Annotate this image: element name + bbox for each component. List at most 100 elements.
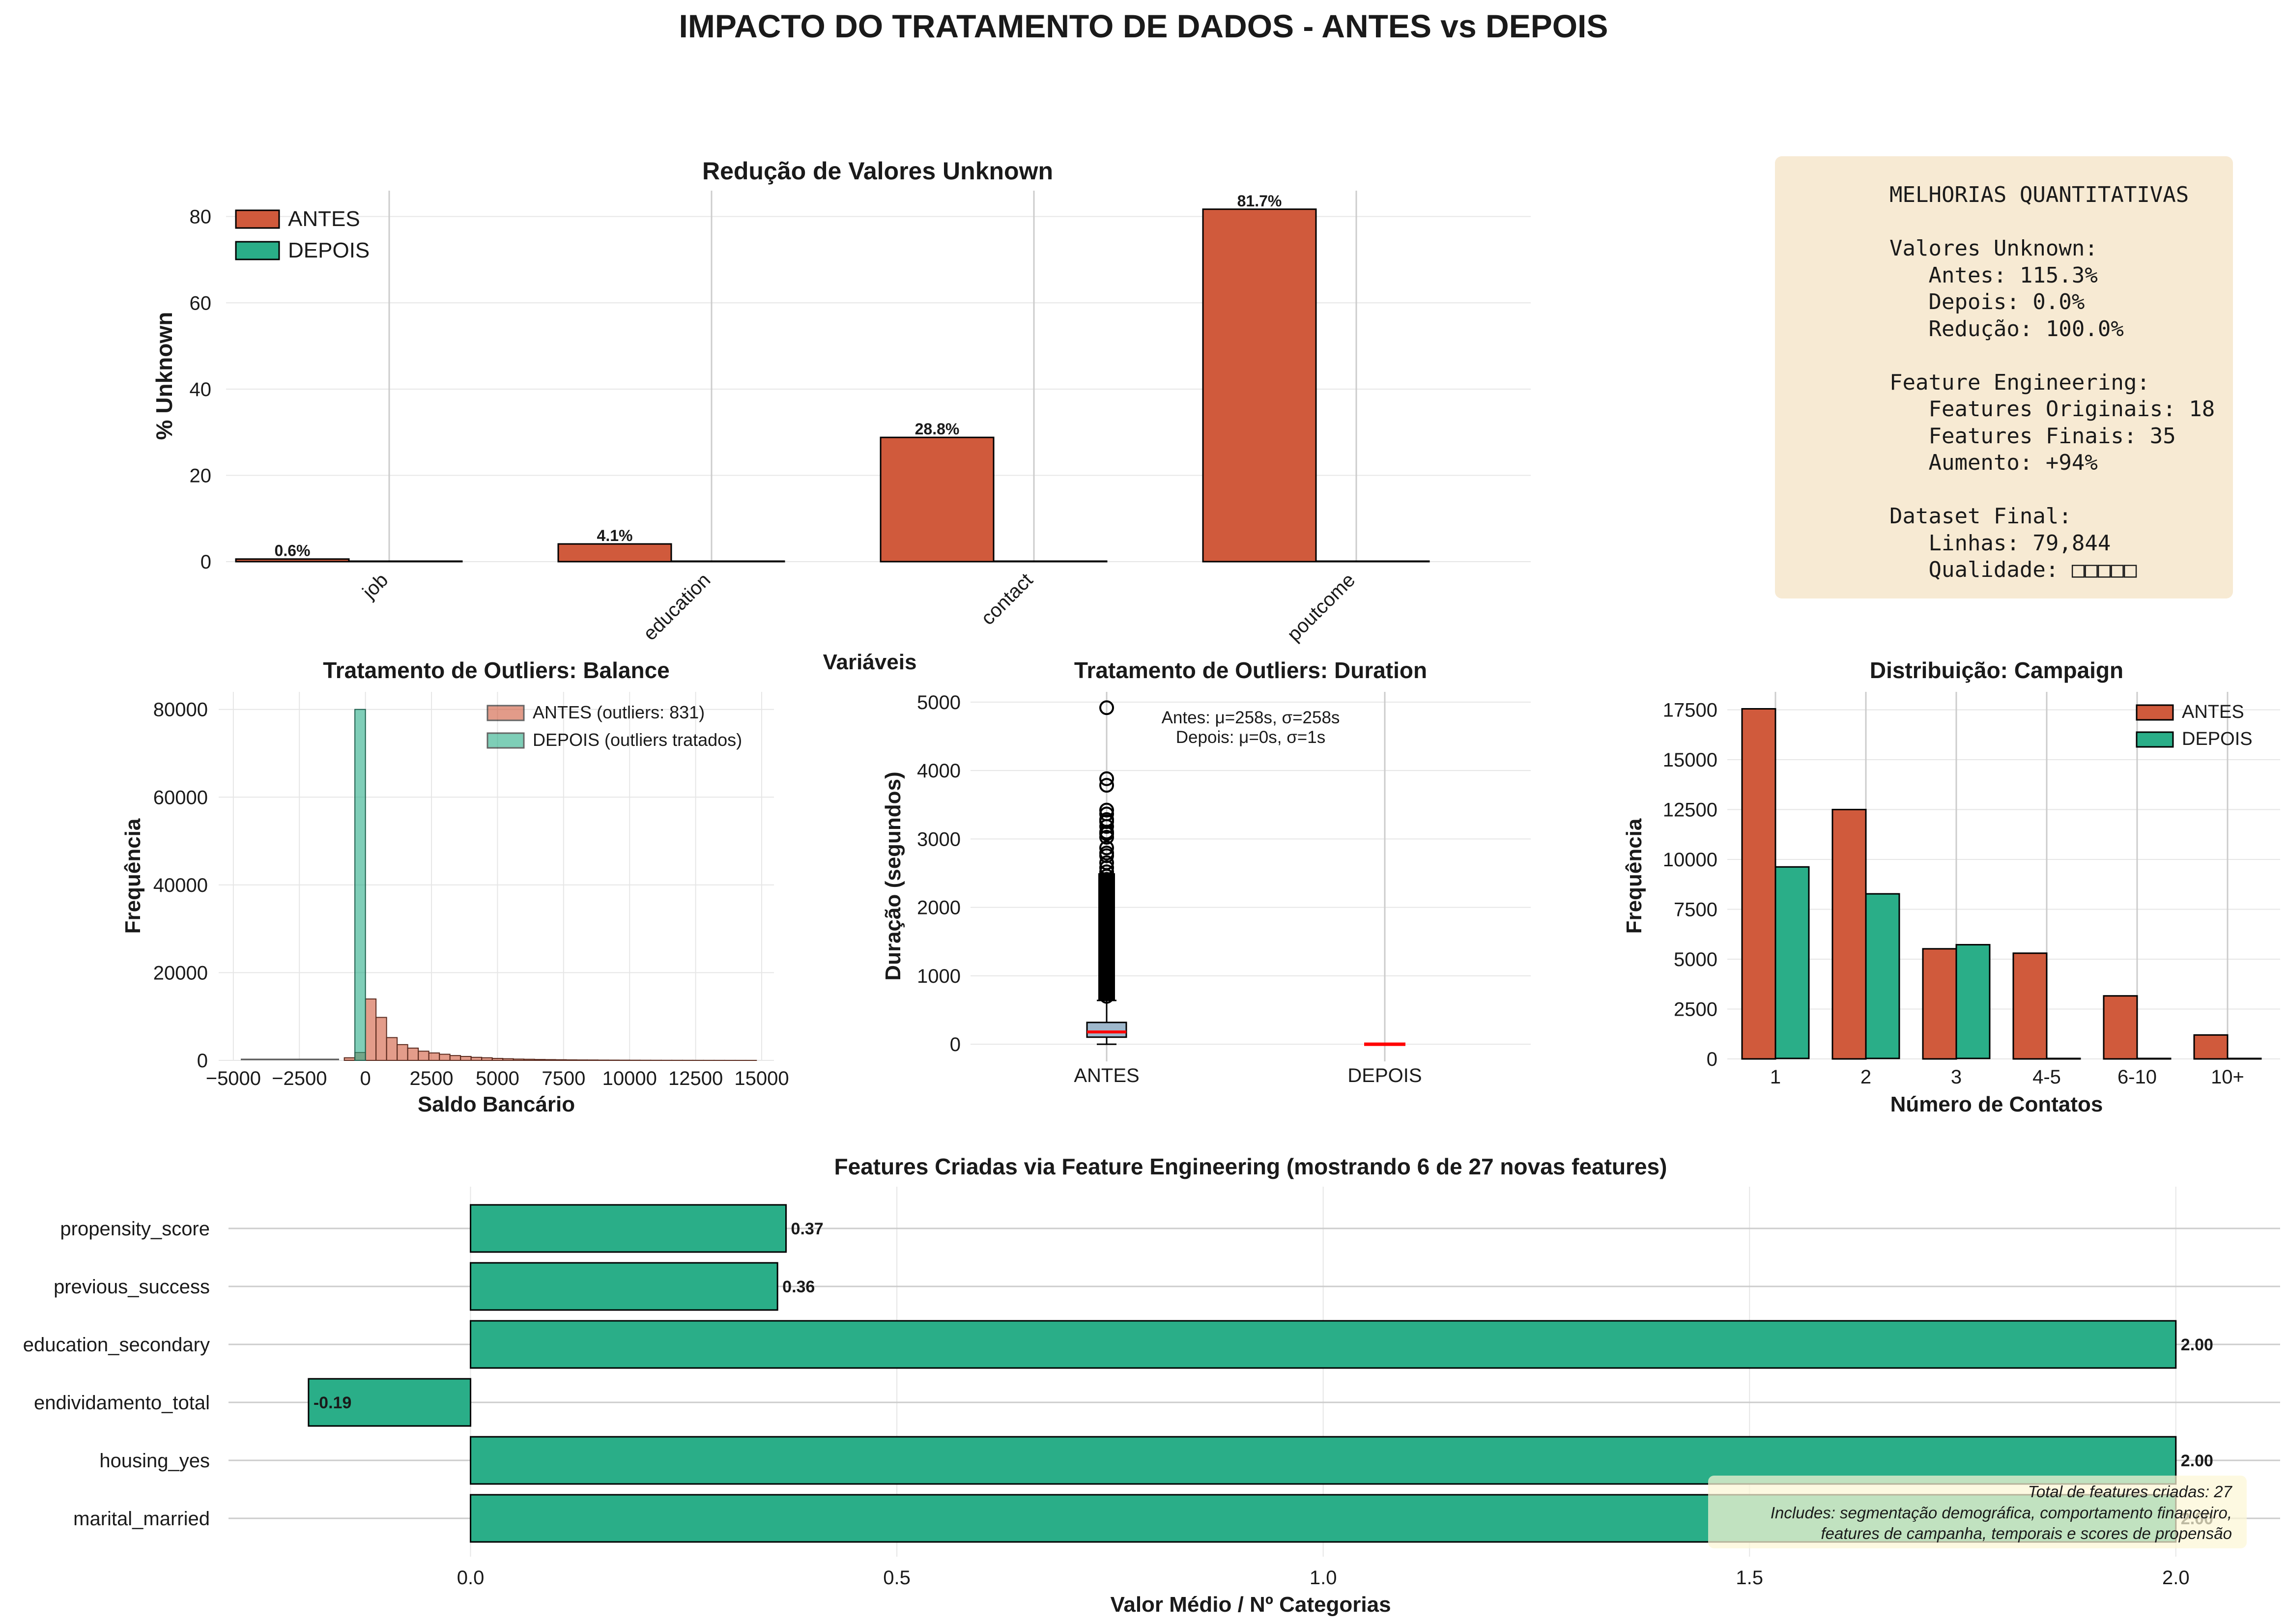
legend-swatch <box>2136 704 2174 721</box>
legend-swatch <box>486 705 525 721</box>
y-tick-label: 40 <box>190 379 212 400</box>
x-tick-label: DEPOIS <box>1347 1065 1422 1086</box>
annotation-line: Antes: μ=258s, σ=258s <box>1162 708 1340 727</box>
box-outlier <box>1099 989 1114 1004</box>
x-tick-label: 0.0 <box>457 1567 485 1589</box>
hist-bar-antes <box>449 1055 461 1061</box>
bar-data-label: 0.36 <box>782 1278 815 1296</box>
bar-depois <box>2046 1057 2081 1060</box>
hist-bar-antes <box>386 1037 398 1061</box>
x-axis-label: Valor Médio / Nº Categorias <box>1110 1593 1391 1617</box>
hist-bar-antes <box>343 1057 356 1061</box>
quant-summary-line: Dataset Final: <box>1889 504 2072 529</box>
x-tick-label: 0.5 <box>883 1567 911 1589</box>
hist-bar-antes <box>460 1055 472 1061</box>
bar-data-label: 81.7% <box>1237 192 1282 210</box>
x-axis-label: Saldo Bancário <box>418 1092 575 1116</box>
x-tick-label: 2500 <box>410 1068 454 1089</box>
x-tick-label: 5000 <box>476 1068 519 1089</box>
y-tick-label: housing_yes <box>99 1450 210 1472</box>
box-outlier <box>1099 840 1114 855</box>
y-tick-label: 0 <box>197 1050 208 1072</box>
hist-bar-antes <box>513 1058 525 1061</box>
bar-depois <box>670 560 785 563</box>
y-tick-label: 20000 <box>153 962 208 984</box>
chart-title: Redução de Valores Unknown <box>702 157 1053 185</box>
y-axis-label: Duração (segundos) <box>881 771 905 980</box>
legend-label: DEPOIS (outliers tratados) <box>533 730 742 750</box>
y-tick-label: 0 <box>1707 1049 1717 1070</box>
x-tick-label: education <box>639 569 715 645</box>
chart-title: Tratamento de Outliers: Balance <box>323 657 670 683</box>
x-tick-label: contact <box>977 569 1037 629</box>
quant-summary-line: Feature Engineering: <box>1889 370 2150 395</box>
x-tick-label: 2 <box>1860 1066 1871 1088</box>
x-tick-label: 0 <box>360 1068 371 1089</box>
feature-bar <box>308 1378 472 1427</box>
y-tick-label: 0 <box>950 1034 961 1055</box>
legend-label: DEPOIS <box>288 238 370 262</box>
hist-bar-antes <box>397 1044 408 1061</box>
y-tick-label: 4000 <box>917 760 961 782</box>
box-outlier <box>1099 864 1114 880</box>
features-note-line2: Includes: segmentação demográfica, compo… <box>1770 1504 2232 1522</box>
hist-bar-antes <box>491 1057 504 1061</box>
chart-title: Distribuição: Campaign <box>1870 657 2123 683</box>
x-tick-label: 2.0 <box>2162 1567 2190 1589</box>
y-tick-label: 40000 <box>153 875 208 896</box>
y-tick-label: 1000 <box>917 966 961 987</box>
y-tick-label: 0 <box>200 551 211 573</box>
bar-antes <box>235 558 350 563</box>
box-antes <box>1086 1022 1127 1038</box>
bar-data-label: 2.00 <box>2181 1336 2213 1354</box>
legend-label: ANTES (outliers: 831) <box>533 702 705 722</box>
legend-swatch <box>486 732 525 749</box>
x-tick-label: 6-10 <box>2117 1066 2157 1088</box>
y-axis-label: Frequência <box>1622 818 1646 934</box>
y-axis-label: % Unknown <box>151 312 177 440</box>
bar-data-label: 0.6% <box>275 542 311 560</box>
quant-summary-line: Depois: 0.0% <box>1889 289 2085 314</box>
x-tick-label: 12500 <box>668 1068 723 1089</box>
quant-summary-box: MELHORIAS QUANTITATIVAS Valores Unknown:… <box>1775 156 2233 598</box>
features-note-line3: features de campanha, temporais e scores… <box>1821 1524 2232 1542</box>
x-tick-label: 10000 <box>602 1068 657 1089</box>
legend-label: ANTES <box>2182 702 2244 722</box>
bar-antes <box>2193 1034 2229 1060</box>
bar-data-label: 4.1% <box>597 527 633 544</box>
y-tick-label: propensity_score <box>60 1218 210 1240</box>
bar-depois <box>1955 944 1991 1059</box>
x-tick-label: 4-5 <box>2032 1066 2061 1088</box>
box-outlier <box>1099 829 1114 845</box>
box-outlier <box>1099 982 1114 997</box>
bar-depois <box>1865 893 1900 1059</box>
hist-bar-antes <box>375 1017 387 1061</box>
x-tick-label: ANTES <box>1074 1065 1139 1086</box>
hist-bar-depois <box>354 709 366 1061</box>
legend-label: ANTES <box>288 207 360 231</box>
legend-swatch <box>235 209 280 229</box>
hist-bar-antes <box>428 1052 440 1061</box>
x-axis-label: Número de Contatos <box>1890 1092 2103 1116</box>
quant-summary-line: Valores Unknown: <box>1889 236 2098 261</box>
box-outlier <box>1099 802 1114 818</box>
x-tick-label: −2500 <box>272 1068 327 1089</box>
x-tick-label: 15000 <box>734 1068 789 1089</box>
x-tick-label: 1.5 <box>1736 1567 1763 1589</box>
quant-summary-text: MELHORIAS QUANTITATIVAS Valores Unknown:… <box>1889 182 2215 584</box>
quant-summary-line: Features Finais: 35 <box>1889 423 2176 449</box>
quant-summary-line: Features Originais: 18 <box>1889 397 2215 422</box>
y-tick-label: 10000 <box>1663 849 1717 871</box>
bar-depois <box>1774 866 1810 1059</box>
box-outlier <box>1099 700 1114 715</box>
features-note-box: Total de features criadas: 27 Includes: … <box>1708 1476 2247 1548</box>
hist-bar-antes <box>502 1058 514 1061</box>
y-tick-label: education_secondary <box>23 1334 210 1356</box>
y-tick-label: endividamento_total <box>34 1392 210 1414</box>
hist-bar-antes <box>534 1059 546 1061</box>
bar-antes <box>2103 995 2138 1060</box>
box-outlier <box>1099 819 1114 834</box>
y-tick-label: 3000 <box>917 828 961 850</box>
bar-data-label: 28.8% <box>915 420 960 438</box>
x-tick-label: 1.0 <box>1310 1567 1337 1589</box>
